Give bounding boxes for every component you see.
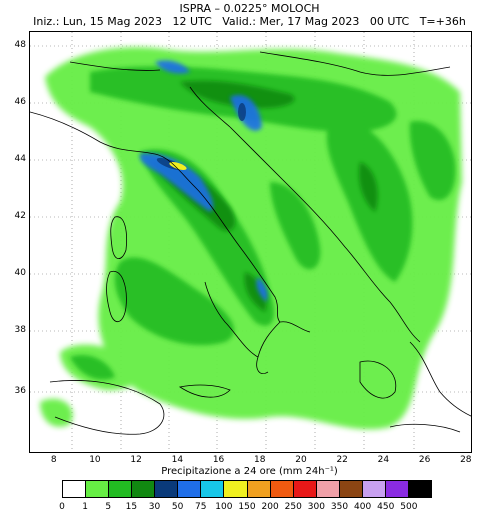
colorbar-swatch: [201, 481, 225, 497]
colorbar-swatch: [86, 481, 110, 497]
lon-label-8: 8: [50, 455, 57, 465]
map-title: ISPRA – 0.0225° MOLOCH: [179, 2, 320, 15]
colorbar-threshold-label: 50: [171, 502, 184, 512]
lon-label-18: 18: [254, 455, 266, 465]
map-canvas: [30, 32, 471, 452]
colorbar-threshold-label: 350: [330, 502, 349, 512]
colorbar-threshold-label: 5: [105, 502, 112, 512]
colorbar: [62, 480, 432, 498]
lat-label-48: 48: [14, 40, 26, 50]
precip-very-heavy: [139, 60, 268, 302]
colorbar-swatch: [408, 481, 431, 497]
lon-label-14: 14: [171, 455, 184, 465]
colorbar-swatch: [224, 481, 248, 497]
colorbar-swatch: [178, 481, 202, 497]
colorbar-threshold-label: 15: [125, 502, 138, 512]
lon-label-12: 12: [130, 455, 142, 465]
colorbar-swatch: [385, 481, 409, 497]
colorbar-threshold-label: 100: [215, 502, 233, 512]
colorbar-swatch: [155, 481, 179, 497]
colorbar-title: Precipitazione a 24 ore (mm 24h⁻¹): [161, 466, 338, 477]
lat-label-46: 46: [14, 97, 26, 107]
colorbar-threshold-label: 30: [148, 502, 161, 512]
colorbar-swatch: [293, 481, 317, 497]
lat-label-42: 42: [14, 211, 26, 221]
coastlines: [30, 51, 471, 435]
lon-label-10: 10: [89, 455, 101, 465]
colorbar-swatch: [339, 481, 363, 497]
colorbar-swatch: [109, 481, 133, 497]
colorbar-swatch: [270, 481, 294, 497]
map-subtitle: Iniz.: Lun, 15 Mag 2023 12 UTC Valid.: M…: [33, 15, 466, 28]
lat-label-44: 44: [14, 154, 26, 164]
lat-label-36: 36: [14, 386, 26, 396]
colorbar-threshold-label: 250: [284, 502, 302, 512]
lon-label-16: 16: [212, 455, 225, 465]
colorbar-swatch: [132, 481, 156, 497]
precipitation-map: [29, 31, 472, 453]
colorbar-swatch: [247, 481, 271, 497]
colorbar-threshold-label: 0: [59, 502, 65, 512]
lon-label-28: 28: [460, 455, 472, 465]
lon-label-20: 20: [295, 455, 307, 465]
colorbar-threshold-label: 300: [307, 502, 325, 512]
colorbar-threshold-label: 150: [238, 502, 256, 512]
lat-label-38: 38: [14, 325, 26, 335]
lon-label-22: 22: [336, 455, 348, 465]
colorbar-threshold-label: 1: [82, 502, 88, 512]
colorbar-threshold-label: 200: [261, 502, 279, 512]
lon-label-24: 24: [377, 455, 390, 465]
colorbar-swatch: [316, 481, 340, 497]
colorbar-threshold-label: 75: [195, 502, 207, 512]
colorbar-threshold-label: 500: [400, 502, 418, 512]
colorbar-threshold-label: 450: [377, 502, 395, 512]
colorbar-swatch: [362, 481, 386, 497]
lat-label-40: 40: [14, 268, 26, 278]
lon-label-26: 26: [418, 455, 431, 465]
precip-extreme: [169, 162, 187, 170]
colorbar-threshold-label: 400: [354, 502, 372, 512]
colorbar-swatch: [63, 481, 87, 497]
